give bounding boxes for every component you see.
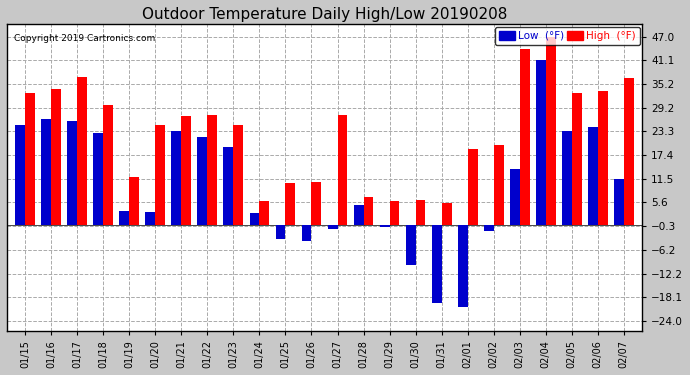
- Bar: [119, 211, 129, 225]
- Bar: [41, 118, 51, 225]
- Bar: [588, 127, 598, 225]
- Bar: [484, 225, 493, 231]
- Title: Outdoor Temperature Daily High/Low 20190208: Outdoor Temperature Daily High/Low 20190…: [142, 7, 507, 22]
- Bar: [614, 179, 624, 225]
- Bar: [104, 105, 113, 225]
- Bar: [129, 177, 139, 225]
- Bar: [51, 89, 61, 225]
- Bar: [171, 130, 181, 225]
- Bar: [250, 213, 259, 225]
- Bar: [562, 130, 572, 225]
- Bar: [337, 115, 347, 225]
- Bar: [536, 60, 546, 225]
- Legend: Low  (°F), High  (°F): Low (°F), High (°F): [495, 27, 640, 45]
- Bar: [354, 205, 364, 225]
- Bar: [572, 93, 582, 225]
- Bar: [406, 225, 415, 265]
- Text: Copyright 2019 Cartronics.com: Copyright 2019 Cartronics.com: [14, 34, 155, 43]
- Bar: [390, 201, 400, 225]
- Bar: [224, 147, 233, 225]
- Bar: [208, 115, 217, 225]
- Bar: [598, 91, 608, 225]
- Bar: [286, 183, 295, 225]
- Bar: [25, 93, 35, 225]
- Bar: [328, 225, 337, 229]
- Bar: [493, 145, 504, 225]
- Bar: [77, 76, 87, 225]
- Bar: [146, 212, 155, 225]
- Bar: [457, 225, 468, 307]
- Bar: [275, 225, 286, 239]
- Bar: [432, 225, 442, 303]
- Bar: [415, 200, 426, 225]
- Bar: [442, 203, 451, 225]
- Bar: [311, 182, 322, 225]
- Bar: [302, 225, 311, 241]
- Bar: [624, 78, 633, 225]
- Bar: [15, 124, 25, 225]
- Bar: [233, 124, 244, 225]
- Bar: [546, 36, 555, 225]
- Bar: [197, 137, 208, 225]
- Bar: [468, 149, 477, 225]
- Bar: [93, 133, 104, 225]
- Bar: [510, 169, 520, 225]
- Bar: [380, 225, 390, 227]
- Bar: [520, 48, 530, 225]
- Bar: [259, 201, 269, 225]
- Bar: [68, 121, 77, 225]
- Bar: [364, 197, 373, 225]
- Bar: [181, 116, 191, 225]
- Bar: [155, 124, 165, 225]
